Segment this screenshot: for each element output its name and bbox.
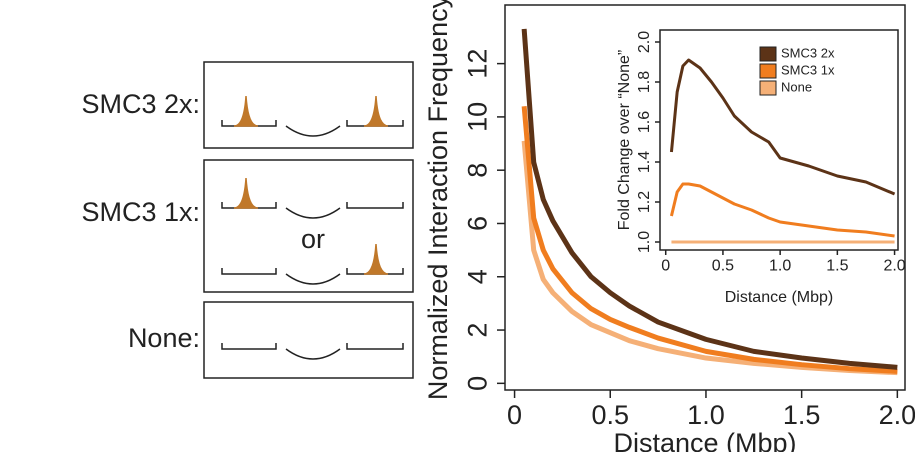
y-tick-label: 6 [463,216,493,231]
series-line [669,182,895,238]
x-tick-label: 1.0 [687,400,725,430]
y-tick-label: 8 [463,163,493,178]
row-label: None: [128,323,200,353]
series-line [669,58,896,196]
x-tick-label: 1.5 [783,400,821,430]
x-tick-label: 1.0 [769,257,791,274]
row-label: SMC3 1x: [81,197,200,227]
or-label: or [301,224,325,254]
y-tick-label: 2 [463,323,493,338]
series-line [521,106,898,374]
y-tick-label: 12 [463,49,493,79]
legend-label: SMC3 2x [781,45,835,60]
x-tick-label: 0.5 [591,400,629,430]
legend-label: None [781,79,812,94]
y-tick-label: 1.6 [636,111,653,133]
schematic-box [203,159,414,293]
series-line [521,28,898,370]
schematic-box [203,61,414,149]
y-axis-label: Normalized Interaction Frequency [423,0,453,400]
y-axis-label: Fold Change over “None” [616,50,633,231]
x-tick-label: 0 [661,257,670,274]
x-tick-label: 0 [507,400,522,430]
x-axis-label: Distance (Mbp) [613,428,796,452]
peak [233,177,259,209]
y-tick-label: 4 [463,269,493,284]
x-tick-label: 0.5 [712,257,734,274]
x-axis-label: Distance (Mbp) [725,289,833,306]
plot-frame [659,29,899,251]
x-tick-label: 2.0 [879,400,915,430]
x-tick-label: 2.0 [883,257,905,274]
x-tick-label: 1.5 [826,257,848,274]
peak [233,95,259,127]
peak [363,95,389,127]
legend-swatch [759,63,777,79]
y-tick-label: 0 [463,376,493,391]
schematic-box [203,301,414,379]
y-tick-label: 1.8 [636,71,653,93]
row-label: SMC3 2x: [81,89,200,119]
legend-swatch [759,46,777,62]
legend-swatch [759,80,777,96]
y-tick-label: 1.0 [636,231,653,253]
y-tick-label: 2.0 [636,31,653,53]
legend-label: SMC3 1x [781,62,835,77]
peak [363,243,389,275]
y-tick-label: 10 [463,102,493,132]
schematic [203,61,414,379]
y-tick-label: 1.4 [636,151,653,173]
y-tick-label: 1.2 [636,191,653,213]
locus [221,343,404,360]
series-line [521,140,898,376]
